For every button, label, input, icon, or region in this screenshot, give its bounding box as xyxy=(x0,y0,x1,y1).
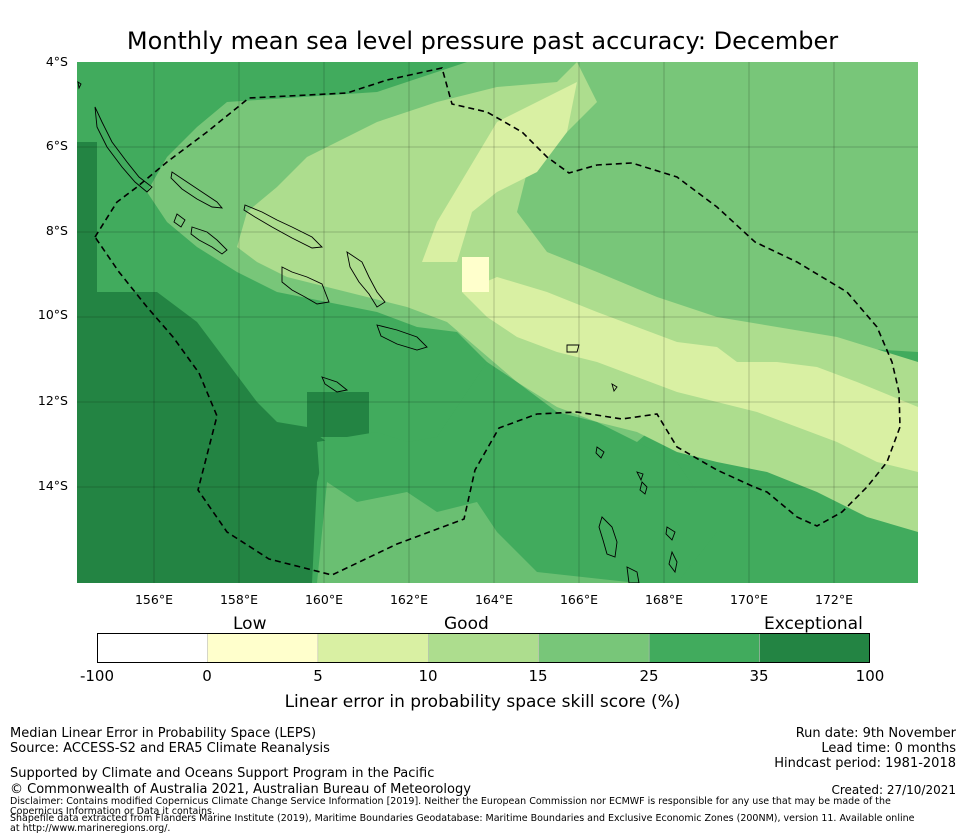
region-35-100 xyxy=(307,392,369,437)
lon-label: 164°E xyxy=(474,592,513,607)
cb-category-exceptional: Exceptional xyxy=(764,614,863,634)
region-10-15 xyxy=(237,62,918,532)
island-vanuatu-malekula xyxy=(626,566,640,583)
island-guadalcanal xyxy=(281,266,330,305)
island-small xyxy=(636,471,644,482)
colorbar-segment xyxy=(759,633,870,663)
footer-support: Supported by Climate and Oceans Support … xyxy=(10,766,435,781)
island-small xyxy=(595,446,605,459)
lon-label: 156°E xyxy=(134,592,173,607)
cb-category-low: Low xyxy=(233,614,267,634)
chart-title: Monthly mean sea level pressure past acc… xyxy=(126,27,839,55)
lat-label: 12°S xyxy=(37,393,68,408)
footer-lead-time: Lead time: 0 months xyxy=(821,741,956,756)
island-bougainville xyxy=(94,106,153,193)
cb-tick: 0 xyxy=(202,667,212,685)
island-vanuatu-espiritu xyxy=(598,516,618,558)
graticule xyxy=(77,62,918,583)
footer-hindcast: Hindcast period: 1981-2018 xyxy=(774,756,956,771)
colorbar-segment xyxy=(207,633,319,663)
lat-label: 6°S xyxy=(45,138,68,153)
colorbar-segment xyxy=(648,633,761,663)
cb-tick: 25 xyxy=(639,667,659,685)
footer-run-date: Run date: 9th November xyxy=(795,726,956,741)
skill-regions xyxy=(77,62,918,583)
cb-tick: 5 xyxy=(313,667,323,685)
island-small xyxy=(611,383,618,392)
island-new-georgia-2 xyxy=(190,226,228,255)
island-small xyxy=(77,81,82,90)
footer-leps: Median Linear Error in Probability Space… xyxy=(10,726,317,741)
lat-label: 4°S xyxy=(45,54,68,69)
island-rennell xyxy=(321,376,349,393)
island-vanuatu-3 xyxy=(665,526,676,541)
cb-tick: 10 xyxy=(418,667,438,685)
lon-label: 166°E xyxy=(559,592,598,607)
region-15-25 xyxy=(317,482,637,583)
region-0-5 xyxy=(462,257,489,292)
island-santa-cruz xyxy=(566,344,580,353)
cb-category-good: Good xyxy=(444,614,489,634)
footer-created: Created: 27/10/2021 xyxy=(831,783,956,797)
colorbar-segment xyxy=(97,633,209,663)
lon-label: 160°E xyxy=(304,592,343,607)
colorbar-segment xyxy=(538,633,650,663)
cb-tick: 100 xyxy=(855,667,885,685)
lon-label: 162°E xyxy=(389,592,428,607)
lon-label: 168°E xyxy=(644,592,683,607)
lon-label: 170°E xyxy=(729,592,768,607)
coastlines xyxy=(77,81,678,583)
region-5-10 xyxy=(462,277,918,472)
colorbar-segment xyxy=(427,633,540,663)
footer-shapefile: Shapefile data extracted from Flanders M… xyxy=(10,813,915,834)
region-5-10 xyxy=(422,82,577,262)
island-santa-isabel xyxy=(243,204,323,249)
cb-tick: -100 xyxy=(79,667,115,685)
island-choiseul xyxy=(170,171,224,209)
colorbar-segment xyxy=(317,633,430,663)
footer-disclaimer: Disclaimer: Contains modified Copernicus… xyxy=(10,796,891,817)
colorbar xyxy=(97,633,870,663)
lat-label: 14°S xyxy=(37,478,68,493)
cb-tick: 15 xyxy=(528,667,548,685)
region-35-100 xyxy=(77,142,327,583)
island-vanuatu-4 xyxy=(668,550,678,574)
island-makira xyxy=(376,324,428,351)
eez-boundary xyxy=(94,67,901,576)
island-malaita xyxy=(346,251,386,308)
lon-label: 158°E xyxy=(219,592,258,607)
colorbar-frame xyxy=(97,633,870,663)
colorbar-label: Linear error in probability space skill … xyxy=(284,692,681,712)
lon-label: 172°E xyxy=(814,592,853,607)
island-vanuatu-2 xyxy=(639,481,648,495)
cb-tick: 35 xyxy=(749,667,769,685)
island-new-georgia xyxy=(173,213,186,228)
footer-source: Source: ACCESS-S2 and ERA5 Climate Reana… xyxy=(10,741,330,756)
skill-score-map xyxy=(77,62,918,583)
lat-label: 10°S xyxy=(37,307,68,322)
footer-copyright: © Commonwealth of Australia 2021, Austra… xyxy=(10,782,471,797)
lat-label: 8°S xyxy=(45,223,68,238)
